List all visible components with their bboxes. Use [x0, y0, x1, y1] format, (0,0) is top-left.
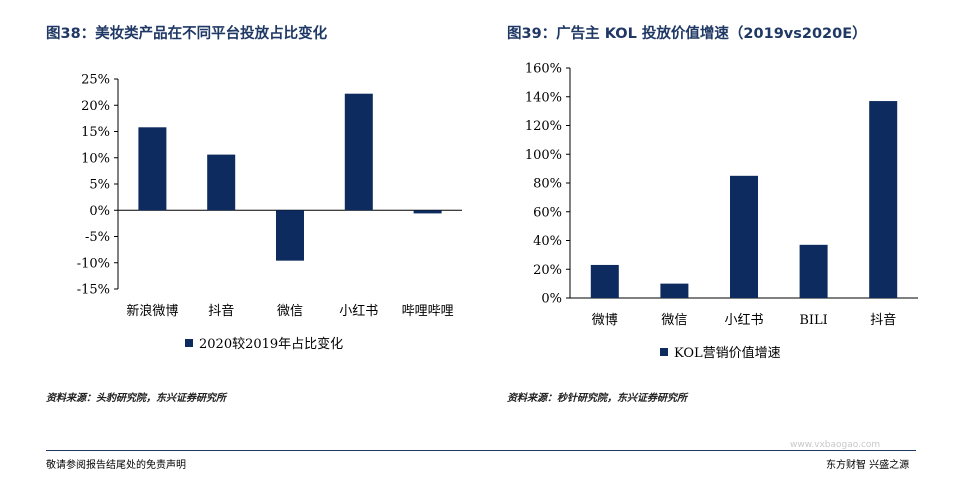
chart2-y-tick-label: 160%: [525, 62, 562, 77]
chart1-category-label: 哔哩哔哩: [402, 304, 454, 319]
chart2-bar: [660, 283, 689, 298]
brand-slogan: 东方财智 兴盛之源: [826, 460, 910, 471]
chart1-category-label: 新浪微博: [126, 303, 178, 319]
disclaimer-note: 敬请参阅报告结尾处的免责声明: [46, 460, 186, 471]
chart1-y-tick-label: 10%: [81, 151, 110, 166]
chart2-category-label: BILI: [799, 313, 827, 328]
chart2-bar: [730, 175, 758, 298]
chart1-category-label: 抖音: [208, 303, 234, 319]
chart1-y-tick-label: 25%: [81, 73, 110, 88]
chart2-category-label: 抖音: [870, 312, 896, 328]
watermark: www.vxbaogao.com: [790, 440, 881, 450]
chart1-y-tick-label: 5%: [89, 178, 110, 193]
chart2-y-tick-label: 140%: [525, 90, 562, 105]
chart1-y-tick-label: 0%: [89, 204, 110, 219]
chart1-y-tick-label: -5%: [85, 230, 110, 245]
chart1-legend-label: 2020较2019年占比变化: [199, 336, 343, 352]
chart2-bar: [869, 101, 898, 298]
chart1-y-tick-label: 20%: [81, 99, 110, 114]
chart1-bar: [413, 210, 442, 214]
chart2-bar: [590, 264, 619, 298]
chart1-title: 图38：美妆类产品在不同平台投放占比变化: [46, 26, 328, 42]
chart1-bar: [276, 210, 304, 261]
chart2-y-tick-label: 100%: [525, 148, 562, 163]
chart2-y-tick-label: 60%: [533, 205, 562, 220]
chart2-bar: [799, 244, 828, 298]
chart2-legend-label: KOL营销价值增速: [674, 345, 781, 361]
chart2-y-tick-label: 120%: [525, 119, 562, 134]
chart2-y-tick-label: 80%: [533, 177, 562, 192]
chart1-bar: [207, 154, 236, 211]
chart2-y-tick-label: 0%: [541, 292, 562, 307]
chart2-source: 资料来源：秒针研究院，东兴证券研究所: [507, 393, 687, 404]
chart1-legend-swatch: [185, 339, 193, 347]
chart1-category-label: 小红书: [339, 303, 378, 319]
chart1-y-tick-label: 15%: [81, 125, 110, 140]
chart1-bar: [344, 93, 373, 211]
chart2-category-label: 微信: [661, 313, 687, 328]
chart2-category-label: 微博: [592, 313, 618, 328]
chart1-source: 资料来源：头豹研究院，东兴证券研究所: [46, 393, 226, 404]
chart1-y-tick-label: -10%: [77, 256, 110, 271]
chart2-legend-swatch: [660, 348, 668, 356]
chart2-title: 图39：广告主 KOL 投放价值增速（2019vs2020E）: [507, 26, 867, 42]
chart2-y-tick-label: 20%: [533, 263, 562, 278]
chart1-y-tick-label: -15%: [77, 283, 110, 298]
chart2-y-tick-label: 40%: [533, 234, 562, 249]
chart1-bar: [138, 127, 167, 211]
chart2-category-label: 小红书: [724, 312, 763, 328]
chart1-category-label: 微信: [277, 304, 303, 319]
footer-divider: [46, 450, 916, 451]
